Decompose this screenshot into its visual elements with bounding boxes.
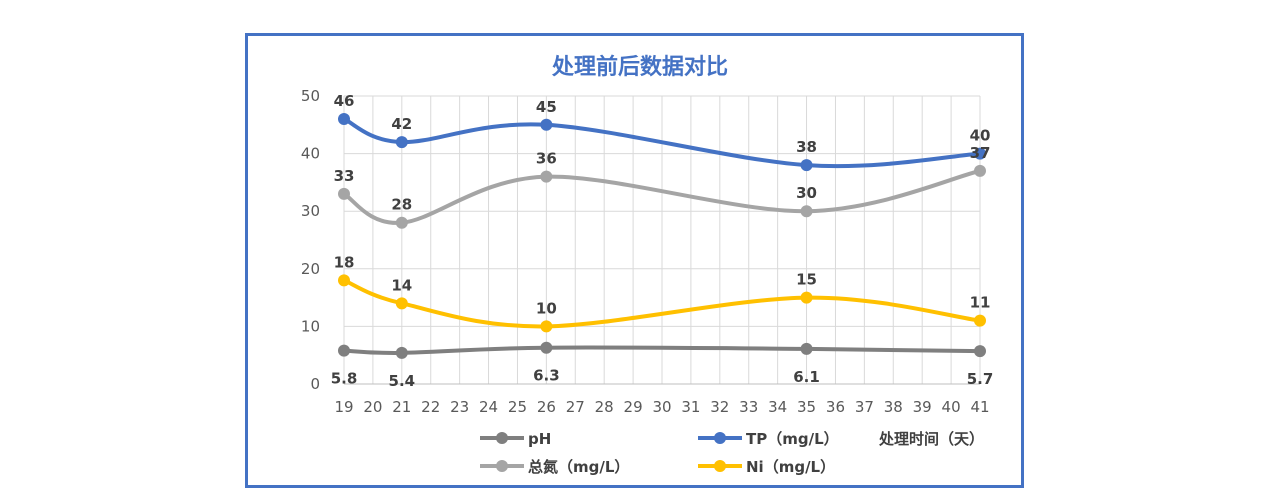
- data-label: 10: [536, 299, 557, 317]
- x-tick-label: 39: [913, 398, 932, 416]
- x-tick-label: 23: [450, 398, 469, 416]
- data-point: [800, 342, 813, 355]
- legend-marker: [714, 432, 726, 444]
- data-label: 5.7: [967, 370, 994, 388]
- y-tick-label: 50: [301, 87, 320, 105]
- data-label: 18: [334, 253, 355, 271]
- x-tick-label: 21: [392, 398, 411, 416]
- data-label: 6.1: [793, 368, 820, 386]
- data-point: [338, 274, 350, 287]
- x-tick-label: 34: [768, 398, 787, 416]
- x-tick-label: 36: [826, 398, 845, 416]
- legend-label: 总氮（mg/L）: [528, 458, 629, 476]
- x-tick-label: 32: [710, 398, 729, 416]
- legend-marker: [496, 432, 508, 444]
- x-tick-label: 33: [739, 398, 758, 416]
- data-point: [800, 291, 813, 304]
- data-label: 45: [536, 98, 557, 116]
- data-point: [540, 320, 553, 333]
- data-point: [974, 164, 986, 177]
- legend-label: Ni（mg/L）: [746, 458, 835, 476]
- data-point: [338, 344, 350, 357]
- data-label: 28: [391, 196, 412, 214]
- data-label: 30: [796, 184, 817, 202]
- x-tick-label: 40: [942, 398, 961, 416]
- data-point: [395, 297, 408, 310]
- x-axis-title: 处理时间（天）: [878, 430, 984, 448]
- data-point: [540, 341, 553, 354]
- data-label: 14: [391, 276, 412, 294]
- data-label: 42: [391, 115, 412, 133]
- data-label: 33: [334, 167, 355, 185]
- y-tick-label: 0: [310, 375, 320, 393]
- x-tick-label: 41: [970, 398, 989, 416]
- data-label: 15: [796, 271, 817, 289]
- data-label: 6.3: [533, 367, 560, 385]
- data-point: [338, 187, 350, 200]
- data-point: [974, 314, 986, 327]
- legend-label: pH: [528, 430, 551, 448]
- x-tick-label: 22: [421, 398, 440, 416]
- x-tick-label: 20: [363, 398, 382, 416]
- data-label: 36: [536, 150, 557, 168]
- y-tick-label: 40: [301, 145, 320, 163]
- x-tick-label: 38: [884, 398, 903, 416]
- x-tick-label: 37: [855, 398, 874, 416]
- data-point: [395, 136, 408, 149]
- line-chart: 处理前后数据对比 0 10 20 30 40 50 19 20 21 22 23 24 25 26 27 2…: [301, 54, 994, 476]
- x-tick-label: 35: [797, 398, 816, 416]
- chart-frame: 处理前后数据对比 0 10 20 30 40 50 19 20 21 22 23 24 25 26 27 2…: [245, 33, 1024, 488]
- data-label: 46: [334, 92, 355, 110]
- x-tick-label: 29: [624, 398, 643, 416]
- data-label: 11: [970, 294, 991, 312]
- data-label: 5.4: [389, 372, 416, 390]
- data-label: 38: [796, 138, 817, 156]
- data-point: [395, 216, 408, 229]
- y-tick-label: 20: [301, 260, 320, 278]
- x-tick-label: 19: [334, 398, 353, 416]
- y-tick-label: 30: [301, 202, 320, 220]
- legend-label: TP（mg/L）: [746, 430, 839, 448]
- x-tick-label: 28: [595, 398, 614, 416]
- data-point: [540, 118, 553, 131]
- data-label: 5.8: [331, 370, 358, 388]
- data-point: [800, 205, 813, 218]
- x-tick-label: 30: [652, 398, 671, 416]
- data-point: [395, 346, 408, 359]
- legend-marker: [714, 460, 726, 472]
- data-label: 37: [970, 144, 991, 162]
- x-tick-label: 31: [681, 398, 700, 416]
- x-tick-label: 26: [537, 398, 556, 416]
- data-label: 40: [970, 127, 991, 145]
- data-point: [540, 170, 553, 183]
- chart-title: 处理前后数据对比: [551, 54, 728, 80]
- data-point: [338, 113, 350, 126]
- legend-marker: [496, 460, 508, 472]
- x-tick-label: 24: [479, 398, 498, 416]
- x-tick-label: 27: [566, 398, 585, 416]
- x-tick-label: 25: [508, 398, 527, 416]
- data-point: [974, 147, 986, 160]
- y-tick-label: 10: [301, 317, 320, 335]
- data-point: [974, 345, 986, 358]
- data-point: [800, 159, 813, 172]
